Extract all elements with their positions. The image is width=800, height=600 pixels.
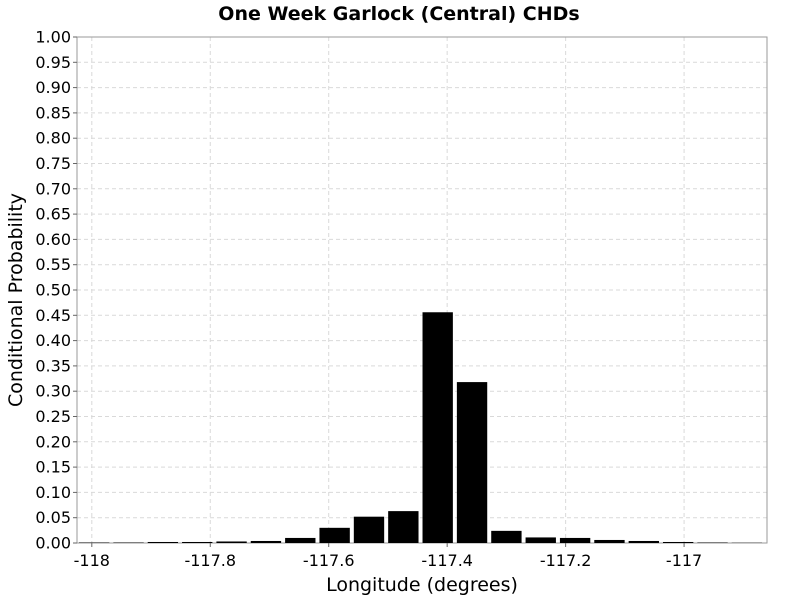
y-tick-label: 0.60 (35, 230, 71, 249)
x-tick-label: -118 (74, 551, 110, 570)
y-tick-label: 0.35 (35, 356, 71, 375)
y-tick-label: 0.20 (35, 432, 71, 451)
y-axis-label: Conditional Probability (5, 193, 27, 407)
histogram-bar (422, 312, 453, 543)
x-axis-label: Longitude (degrees) (326, 574, 518, 596)
histogram-bar (559, 537, 591, 543)
y-axis-ticks: 0.00 0.05 0.10 0.15 0.20 0.25 0.30 0.35 0.40 0.45… (35, 28, 77, 553)
histogram-bar (285, 537, 316, 543)
chart-title: One Week Garlock (Central) CHDs (218, 3, 579, 25)
y-tick-label: 0.55 (35, 255, 71, 274)
y-tick-label: 0.95 (35, 53, 71, 72)
histogram-bar (697, 542, 728, 543)
histogram-bar (353, 516, 385, 543)
y-tick-label: 0.75 (35, 154, 71, 173)
y-tick-label: 0.45 (35, 306, 71, 325)
histogram-bar (113, 542, 144, 543)
y-tick-label: 0.05 (35, 508, 71, 527)
histogram-bar (216, 541, 247, 543)
y-tick-label: 0.25 (35, 407, 71, 426)
x-tick-label: -117.2 (540, 551, 592, 570)
y-tick-label: 0.65 (35, 205, 71, 224)
histogram-bar (491, 530, 522, 543)
y-tick-label: 0.85 (35, 103, 71, 122)
histogram-bar (525, 537, 556, 543)
histogram-bar (456, 382, 488, 543)
grid-lines (77, 36, 767, 544)
x-axis-ticks: -118 -117.8 -117.6 -117.4 -117.2 -117 (74, 543, 702, 570)
x-tick-label: -117.4 (421, 551, 473, 570)
y-tick-label: 1.00 (35, 28, 71, 47)
bars (79, 312, 763, 543)
x-tick-label: -117.6 (303, 551, 355, 570)
histogram-bar (250, 540, 282, 543)
y-tick-label: 0.10 (35, 483, 71, 502)
histogram-bar (79, 542, 110, 543)
histogram-bar (594, 539, 625, 543)
x-tick-label: -117 (666, 551, 702, 570)
y-tick-label: 0.90 (35, 78, 71, 97)
histogram-bar (182, 541, 213, 543)
y-tick-label: 0.80 (35, 129, 71, 148)
histogram-bar (628, 540, 659, 543)
y-tick-label: 0.50 (35, 281, 71, 300)
x-tick-label: -117.8 (184, 551, 236, 570)
histogram-bar (319, 527, 350, 543)
y-tick-label: 0.70 (35, 179, 71, 198)
y-tick-label: 0.30 (35, 382, 71, 401)
histogram-bar (388, 511, 419, 543)
y-tick-label: 0.00 (35, 534, 71, 553)
histogram-bar (147, 541, 179, 543)
y-tick-label: 0.15 (35, 458, 71, 477)
y-tick-label: 0.40 (35, 331, 71, 350)
histogram-bar (662, 541, 694, 543)
